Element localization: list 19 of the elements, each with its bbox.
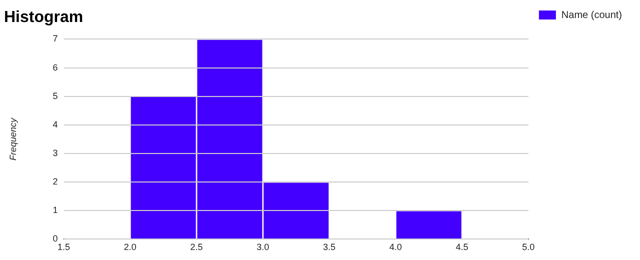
- y-tick-label: 6: [52, 62, 58, 72]
- y-tick-label: 5: [52, 90, 58, 101]
- x-tick-label: 4.5: [456, 242, 468, 252]
- x-tick-label: 3.5: [323, 242, 336, 252]
- x-tick-label: 2.0: [124, 242, 136, 252]
- y-tick-label: 3: [52, 148, 58, 158]
- y-tick-label: 0: [52, 234, 58, 244]
- x-tick-label: 4.0: [389, 242, 402, 252]
- y-tick-label: 2: [52, 176, 58, 187]
- x-tick-label: 5.0: [522, 242, 535, 252]
- legend-label: Name (count): [561, 10, 622, 21]
- x-tick-label: 3.0: [256, 242, 270, 252]
- y-tick-label: 4: [52, 119, 58, 130]
- y-axis-title: Frequency: [8, 117, 18, 160]
- chart-title: Histogram: [4, 9, 84, 26]
- y-tick-label: 1: [52, 205, 58, 216]
- x-tick-label: 2.5: [190, 242, 203, 252]
- y-tick-label: 7: [52, 34, 58, 44]
- x-tick-label: 1.5: [58, 242, 70, 252]
